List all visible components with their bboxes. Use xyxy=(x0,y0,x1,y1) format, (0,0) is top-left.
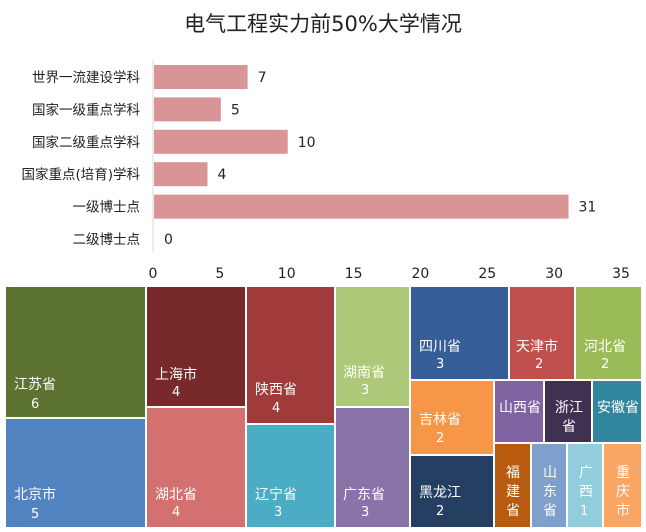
tile-label: 上海市 xyxy=(155,367,197,383)
treemap-tile: 湖北省 4 xyxy=(146,407,246,528)
value-label: 4 xyxy=(217,167,226,183)
x-tick-label: 35 xyxy=(612,266,630,282)
bar-2 xyxy=(154,129,288,154)
treemap-tile: 四川省 3 xyxy=(410,286,509,380)
tile-label: 黑龙江 xyxy=(419,485,461,501)
tile-value: 3 xyxy=(361,383,370,398)
tile-value: 4 xyxy=(172,505,181,520)
x-tick-label: 30 xyxy=(545,266,563,282)
value-label: 10 xyxy=(298,135,316,151)
x-tick-label: 20 xyxy=(412,266,430,282)
tile-label: 安徽省 xyxy=(597,400,639,416)
treemap-tile: 湖南省 3 xyxy=(335,286,410,407)
tile-label: 山东省 xyxy=(543,465,557,519)
tile-label: 浙江省 xyxy=(555,400,583,435)
tile-value: 2 xyxy=(436,504,445,519)
tile-value: 6 xyxy=(31,397,40,412)
treemap-tile: 山西省 xyxy=(494,380,544,443)
tile-label: 北京市 xyxy=(14,487,56,503)
treemap-tile: 河北省 2 xyxy=(575,286,642,380)
tile-value: 4 xyxy=(272,401,281,416)
tile-label: 四川省 xyxy=(419,339,461,355)
value-label: 5 xyxy=(231,102,240,118)
bar-chart: 世界一流建设学科 7 国家一级重点学科 5 国家二级重点学科 10 国家重点(培育)学科 4 一… xyxy=(21,60,630,282)
treemap-tile: 江苏省 6 xyxy=(5,286,146,418)
treemap-tile: 广东省 3 xyxy=(335,407,410,528)
x-tick-label: 10 xyxy=(278,266,296,282)
tile-value: 2 xyxy=(535,357,544,372)
tile-value: 3 xyxy=(361,505,370,520)
x-tick-label: 15 xyxy=(345,266,363,282)
value-label: 0 xyxy=(164,232,173,248)
category-label: 国家二级重点学科 xyxy=(32,134,140,151)
tile-label: 江苏省 xyxy=(14,377,56,393)
category-label: 一级博士点 xyxy=(73,199,141,216)
treemap-tile: 陕西省 4 xyxy=(246,286,335,424)
tile-value: 4 xyxy=(172,385,181,400)
treemap-tile: 北京市 5 xyxy=(5,418,146,528)
treemap-tile: 福建省 xyxy=(494,443,531,528)
tile-label: 重庆市 xyxy=(616,465,630,519)
treemap-tile: 黑龙江 2 xyxy=(410,455,494,528)
tile-label: 陕西省 xyxy=(255,382,297,398)
tile-value: 3 xyxy=(436,357,445,372)
tile-label: 吉林省 xyxy=(419,412,461,428)
treemap-tile: 辽宁省 3 xyxy=(246,424,335,528)
treemap-tile: 重庆市 xyxy=(603,443,642,528)
tile-label: 广东省 xyxy=(343,487,385,503)
x-tick-label: 0 xyxy=(149,266,158,282)
tile-label: 湖北省 xyxy=(155,487,197,503)
tile-value: 3 xyxy=(274,505,283,520)
treemap-tile: 安徽省 xyxy=(592,380,642,443)
tile-value: 2 xyxy=(436,431,445,446)
bar-1 xyxy=(154,97,221,122)
tile-label: 山西省 xyxy=(499,400,541,416)
tile-label: 广西 xyxy=(579,465,593,500)
treemap-tile: 天津市 2 xyxy=(509,286,575,380)
treemap-tile: 吉林省 2 xyxy=(410,380,494,455)
tile-value: 1 xyxy=(580,504,589,519)
treemap-tile: 山东省 xyxy=(531,443,567,528)
tile-label: 辽宁省 xyxy=(255,487,297,503)
bar-0 xyxy=(154,65,248,89)
x-tick-label: 25 xyxy=(478,266,496,282)
x-tick-label: 5 xyxy=(215,266,224,282)
tile-label: 河北省 xyxy=(584,339,626,355)
tile-label: 天津市 xyxy=(516,339,558,355)
tile-label: 福建省 xyxy=(506,465,520,519)
bar-3 xyxy=(154,162,208,187)
tile-label: 湖南省 xyxy=(343,365,385,381)
tile-value: 5 xyxy=(31,507,40,522)
value-label: 31 xyxy=(579,200,597,216)
treemap-tile: 浙江省 xyxy=(544,380,592,443)
category-label: 二级博士点 xyxy=(73,231,141,248)
treemap-tile: 上海市 4 xyxy=(146,286,246,407)
category-label: 国家一级重点学科 xyxy=(32,101,140,118)
category-label: 国家重点(培育)学科 xyxy=(21,166,140,183)
tile-value: 2 xyxy=(601,357,610,372)
value-label: 7 xyxy=(258,70,267,86)
treemap-tile: 广西 1 xyxy=(567,443,603,528)
bar-4 xyxy=(154,194,569,219)
category-label: 世界一流建设学科 xyxy=(32,70,140,86)
chart-title: 电气工程实力前50%大学情况 xyxy=(184,12,462,36)
